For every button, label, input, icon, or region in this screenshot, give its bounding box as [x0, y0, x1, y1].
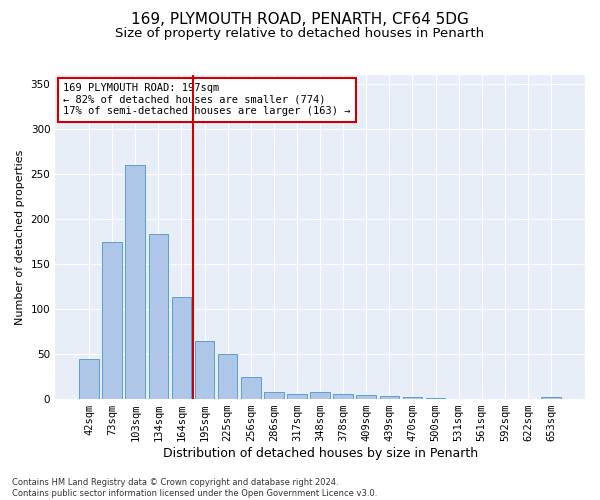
Bar: [287, 394, 307, 399]
Bar: [541, 398, 561, 399]
Bar: [403, 398, 422, 399]
Bar: [310, 392, 330, 399]
Text: Contains HM Land Registry data © Crown copyright and database right 2024.
Contai: Contains HM Land Registry data © Crown c…: [12, 478, 377, 498]
Bar: [380, 396, 399, 399]
Bar: [241, 376, 260, 399]
Bar: [149, 234, 168, 399]
Bar: [356, 396, 376, 399]
Bar: [334, 394, 353, 399]
Bar: [79, 360, 99, 399]
Bar: [172, 298, 191, 399]
Bar: [195, 340, 214, 399]
Bar: [426, 398, 445, 399]
Y-axis label: Number of detached properties: Number of detached properties: [15, 150, 25, 324]
Bar: [264, 392, 284, 399]
Text: Size of property relative to detached houses in Penarth: Size of property relative to detached ho…: [115, 28, 485, 40]
X-axis label: Distribution of detached houses by size in Penarth: Distribution of detached houses by size …: [163, 447, 478, 460]
Text: 169 PLYMOUTH ROAD: 197sqm
← 82% of detached houses are smaller (774)
17% of semi: 169 PLYMOUTH ROAD: 197sqm ← 82% of detac…: [63, 83, 350, 116]
Bar: [125, 165, 145, 399]
Bar: [103, 242, 122, 399]
Bar: [218, 354, 238, 399]
Text: 169, PLYMOUTH ROAD, PENARTH, CF64 5DG: 169, PLYMOUTH ROAD, PENARTH, CF64 5DG: [131, 12, 469, 28]
